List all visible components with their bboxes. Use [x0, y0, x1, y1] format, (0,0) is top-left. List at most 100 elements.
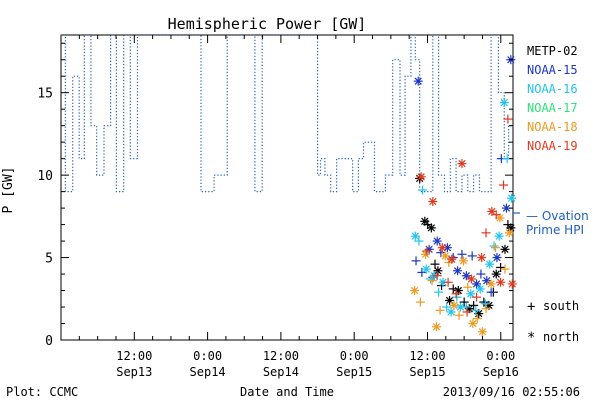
north-marker-symbol: *: [527, 330, 535, 346]
data-point-noaa-15-south: [457, 249, 467, 259]
data-point-noaa-15-south: [476, 269, 486, 279]
x-tick-label-date: Sep13: [116, 365, 152, 379]
x-tick-label-date: Sep14: [263, 365, 299, 379]
legend-noaa-19: NOAA-19: [527, 139, 578, 153]
satellite-legend: METP-02 NOAA-15 NOAA-16 NOAA-17 NOAA-18 NOAA-…: [527, 44, 578, 153]
data-point-noaa-16-north: [499, 98, 509, 108]
data-point-noaa-18-north: [431, 322, 441, 332]
data-point-noaa-19-north: [457, 159, 467, 169]
data-point-noaa-19-south: [451, 289, 461, 299]
data-point-noaa-16-north: [421, 264, 431, 274]
data-point-noaa-19-south: [481, 228, 491, 238]
data-point-noaa-19-north: [496, 277, 506, 287]
chart-title: Hemispheric Power [GW]: [168, 15, 367, 33]
data-point-noaa-15-north: [461, 271, 471, 281]
data-point-noaa-16-south: [418, 185, 428, 195]
plot-timestamp: 2013/09/16 02:55:06: [443, 385, 580, 399]
x-tick-label-time: 12:00: [116, 349, 152, 363]
data-point-noaa-15-south: [467, 251, 477, 261]
data-point-noaa-19-south: [499, 180, 509, 190]
data-point-noaa-15-south: [411, 256, 421, 266]
x-tick-label-date: Sep15: [336, 365, 372, 379]
x-tick-label-time: 0:00: [486, 349, 515, 363]
data-point-noaa-15-north: [453, 266, 463, 276]
y-axis-ticks: 0 5 10 15: [37, 42, 513, 349]
data-point-noaa-18-south: [415, 297, 425, 307]
data-point-noaa-18-north: [468, 319, 478, 329]
data-point-metp-02-south: [479, 297, 489, 307]
data-point-noaa-16-north: [446, 307, 456, 317]
data-point-noaa-19-north: [416, 172, 426, 182]
data-point-noaa-19-north: [437, 243, 447, 253]
data-point-noaa-15-north: [413, 76, 423, 86]
data-point-noaa-18-north: [410, 286, 420, 296]
data-point-noaa-18-north: [458, 256, 468, 266]
data-point-noaa-19-south: [503, 114, 513, 124]
data-point-noaa-16-south: [489, 241, 499, 251]
data-point-noaa-15-north: [492, 253, 502, 263]
data-point-noaa-19-north: [477, 253, 487, 263]
data-point-noaa-19-south: [422, 246, 432, 256]
data-point-noaa-18-south: [481, 304, 491, 314]
y-tick-label: 5: [45, 252, 53, 267]
data-point-metp-02-north: [433, 266, 443, 276]
data-point-metp-02-south: [430, 259, 440, 269]
y-tick-label: 10: [37, 169, 53, 184]
data-point-noaa-18-north: [477, 327, 487, 337]
satellite-points-layer: [410, 55, 517, 337]
data-point-noaa-16-north: [494, 231, 504, 241]
legend-noaa-15: NOAA-15: [527, 63, 578, 77]
data-point-metp-02-south: [459, 297, 469, 307]
data-point-noaa-15-north: [432, 236, 442, 246]
plot-credit: Plot: CCMC: [6, 385, 78, 399]
ovation-label-line2: Prime HPI: [526, 223, 584, 237]
data-point-metp-02-north: [500, 244, 510, 254]
data-point-noaa-19-south: [462, 307, 472, 317]
data-point-noaa-16-north: [475, 284, 485, 294]
legend-noaa-16: NOAA-16: [527, 82, 578, 96]
data-point-noaa-19-north: [466, 274, 476, 284]
data-point-noaa-19-south: [472, 292, 482, 302]
data-point-noaa-16-south: [471, 305, 481, 315]
data-point-metp-02-south: [469, 300, 479, 310]
legend-noaa-17: NOAA-17: [527, 101, 578, 115]
x-tick-label-date: Sep14: [190, 365, 226, 379]
data-point-metp-02-south: [496, 262, 506, 272]
south-marker-symbol: +: [527, 299, 535, 315]
data-point-metp-02-north: [491, 269, 501, 279]
data-point-noaa-19-south: [443, 277, 453, 287]
y-tick-label: 15: [37, 87, 53, 102]
data-point-noaa-18-south: [427, 276, 437, 286]
x-tick-label-date: Sep15: [409, 365, 445, 379]
data-point-noaa-19-south: [432, 271, 442, 281]
data-point-noaa-16-south: [442, 302, 452, 312]
data-point-noaa-18-south: [500, 264, 510, 274]
ovation-label: — Ovation: [526, 209, 589, 223]
data-point-noaa-16-south: [414, 236, 424, 246]
data-point-noaa-19-south: [491, 210, 501, 220]
x-axis-ticks: 12:00 Sep13 0:00 Sep14 12:00 Sep14 0:00 Sep15 12…: [78, 35, 519, 379]
south-marker-label: south: [543, 299, 579, 313]
data-point-noaa-18-north: [504, 228, 514, 238]
data-point-noaa-16-south: [480, 299, 490, 309]
ovation-line-layer: [61, 35, 513, 193]
data-point-noaa-18-south: [454, 310, 464, 320]
data-point-noaa-18-south: [472, 314, 482, 324]
y-tick-label: 0: [45, 334, 53, 349]
data-point-noaa-16-north: [410, 231, 420, 241]
x-tick-label-time: 12:00: [263, 349, 299, 363]
data-point-noaa-18-south: [463, 282, 473, 292]
y-axis-label: P [GW]: [1, 167, 16, 214]
north-marker-label: north: [543, 330, 579, 344]
data-point-noaa-18-north: [440, 251, 450, 261]
data-point-noaa-16-north: [507, 193, 517, 203]
data-point-noaa-18-north: [449, 300, 459, 310]
data-point-noaa-16-south: [461, 302, 471, 312]
data-point-noaa-15-south: [486, 287, 496, 297]
legend-metp-02: METP-02: [527, 44, 578, 58]
data-point-metp-02-north: [426, 223, 436, 233]
data-point-noaa-19-north: [507, 279, 517, 289]
x-tick-label-date: Sep16: [483, 365, 519, 379]
data-point-noaa-18-south: [435, 305, 445, 315]
data-point-noaa-18-north: [486, 279, 496, 289]
